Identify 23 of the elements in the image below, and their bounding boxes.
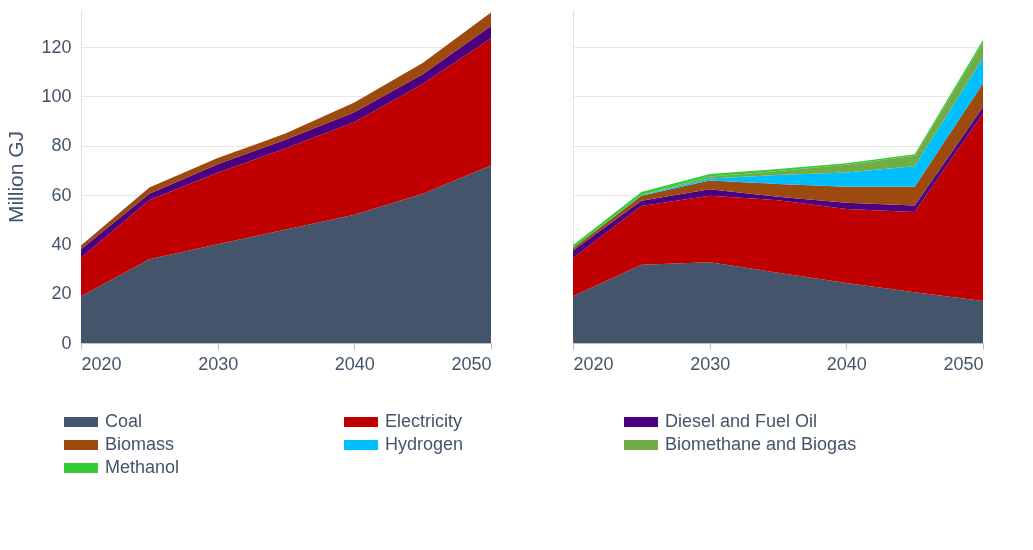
legend-label: Biomass bbox=[105, 434, 175, 454]
legend-label: Hydrogen bbox=[385, 434, 464, 454]
legend-label: Electricity bbox=[385, 411, 463, 431]
legend-label: Biomethane and Biogas bbox=[665, 434, 857, 454]
y-tick-label: 100 bbox=[41, 85, 72, 106]
y-tick-label: 80 bbox=[51, 135, 72, 156]
x-tick-label: 2050 bbox=[451, 353, 492, 374]
x-tick-label: 2020 bbox=[81, 353, 122, 374]
y-axis-title: Million GJ bbox=[4, 130, 28, 224]
x-tick-label: 2030 bbox=[198, 353, 239, 374]
x-tick-label: 2040 bbox=[826, 353, 867, 374]
x-tick-label: 2040 bbox=[334, 353, 375, 374]
x-tick-label: 2030 bbox=[690, 353, 731, 374]
x-tick-label: 2020 bbox=[573, 353, 614, 374]
y-tick-label: 40 bbox=[51, 233, 72, 254]
y-tick-label: 60 bbox=[51, 184, 72, 205]
x-tick-label: 2050 bbox=[943, 353, 984, 374]
y-tick-label: 20 bbox=[51, 283, 72, 304]
legend-label: Diesel and Fuel Oil bbox=[665, 411, 818, 431]
legend-label: Coal bbox=[105, 411, 143, 431]
legend-label: Methanol bbox=[105, 457, 180, 477]
y-tick-label: 0 bbox=[61, 332, 72, 353]
y-tick-label: 120 bbox=[41, 36, 72, 57]
